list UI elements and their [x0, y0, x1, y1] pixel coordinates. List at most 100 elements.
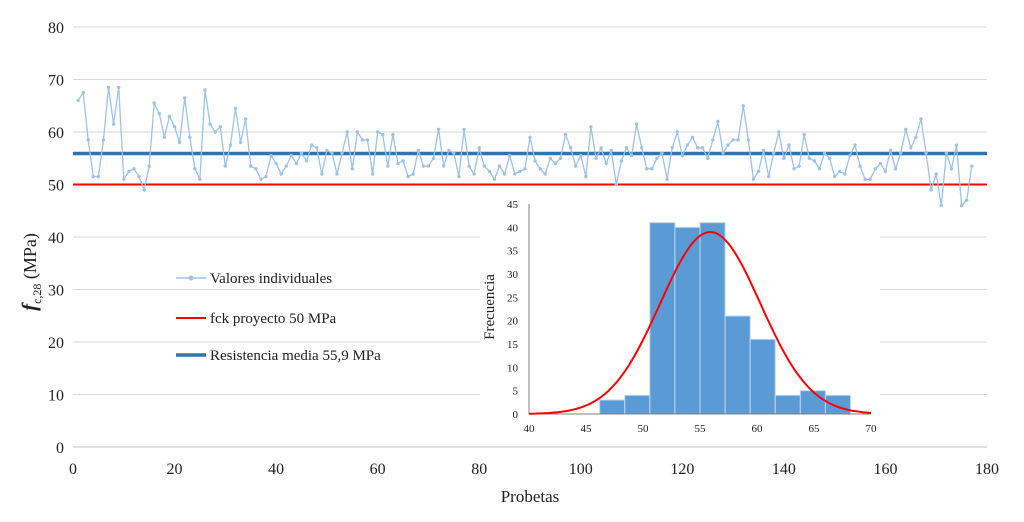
data-point — [193, 167, 197, 171]
data-point — [660, 151, 664, 155]
data-point — [233, 106, 238, 111]
data-point — [711, 138, 715, 142]
histogram-bar — [699, 222, 726, 415]
histogram-y-tick-label: 15 — [507, 339, 519, 351]
histogram-x-tick-label: 40 — [524, 423, 536, 435]
y-tick-label: 80 — [48, 20, 64, 37]
data-point — [299, 151, 304, 155]
data-point — [147, 164, 151, 168]
main-series — [73, 85, 987, 208]
data-point — [177, 140, 182, 145]
data-point — [640, 146, 644, 150]
data-point — [827, 156, 832, 160]
histogram-x-tick-label: 55 — [695, 423, 707, 435]
data-point — [254, 167, 258, 171]
data-point — [426, 164, 431, 168]
data-point — [563, 132, 568, 137]
histogram-x-tick-label: 60 — [752, 423, 764, 435]
histogram-y-tick-label: 20 — [507, 316, 519, 328]
data-point — [690, 135, 695, 139]
data-point — [721, 151, 725, 155]
histogram-x-tick-label: 65 — [809, 423, 821, 435]
data-point — [330, 151, 334, 155]
data-point — [838, 169, 842, 174]
data-point — [858, 164, 862, 168]
data-point — [482, 164, 486, 168]
legend-marker-individual — [188, 275, 194, 281]
data-point — [756, 169, 761, 174]
data-point — [345, 130, 349, 134]
data-point — [919, 117, 923, 121]
x-tick-label: 180 — [975, 461, 999, 478]
data-point — [457, 174, 461, 179]
histogram-y-tick-label: 5 — [513, 386, 519, 398]
histogram-y-tick-label: 35 — [507, 246, 519, 258]
data-point — [959, 203, 964, 208]
data-point — [396, 161, 400, 166]
data-point — [614, 182, 618, 187]
data-point — [787, 143, 791, 147]
data-point — [360, 138, 365, 142]
normal-curve — [529, 230, 872, 415]
data-point — [868, 177, 872, 181]
data-point — [238, 140, 243, 145]
data-point — [893, 167, 898, 171]
data-point — [381, 132, 385, 137]
data-point — [767, 174, 771, 179]
data-point — [416, 148, 420, 153]
data-point — [807, 156, 811, 160]
data-point — [243, 117, 248, 121]
data-point — [934, 172, 938, 176]
data-point — [167, 114, 172, 119]
histogram-bar — [624, 394, 651, 415]
data-point — [96, 174, 101, 179]
data-point — [843, 172, 847, 176]
data-point — [777, 130, 781, 134]
data-point — [833, 174, 837, 179]
histogram-bar — [774, 394, 801, 415]
data-point — [528, 135, 532, 139]
y-tick-label: 10 — [48, 388, 64, 405]
x-tick-label: 140 — [772, 461, 796, 478]
data-point — [376, 130, 380, 134]
histogram-y-tick-label: 40 — [507, 222, 519, 234]
y-tick-label: 0 — [56, 440, 64, 457]
histogram-x-tick-label: 45 — [581, 423, 593, 435]
histogram-x-tick-label: 70 — [866, 423, 878, 435]
data-point — [650, 167, 654, 171]
data-point — [370, 172, 375, 176]
histogram-y-tick-label: 0 — [513, 409, 519, 421]
data-point — [508, 153, 512, 158]
data-point — [883, 169, 888, 174]
data-point — [198, 177, 202, 181]
data-point — [452, 151, 456, 155]
data-point — [152, 101, 156, 105]
data-point — [86, 138, 90, 142]
data-point — [629, 153, 634, 158]
data-point — [599, 146, 603, 150]
data-point — [477, 146, 481, 150]
data-point — [797, 164, 801, 168]
data-point — [406, 174, 410, 179]
data-point — [746, 138, 750, 142]
data-point — [264, 174, 268, 179]
histogram-y-tick-label: 10 — [507, 362, 519, 374]
data-point — [944, 151, 949, 155]
data-point — [274, 161, 278, 166]
data-point — [365, 138, 370, 142]
data-point — [279, 172, 283, 176]
data-point — [335, 172, 339, 176]
data-point — [579, 153, 583, 158]
x-tick-label: 40 — [268, 461, 284, 478]
data-point — [548, 156, 552, 160]
legend-label: fck proyecto 50 MPa — [210, 311, 337, 327]
data-point — [284, 164, 288, 168]
data-point — [518, 169, 522, 174]
data-point — [101, 138, 106, 142]
data-point — [914, 135, 918, 139]
data-point — [675, 130, 679, 134]
data-point — [751, 177, 756, 181]
data-point — [533, 159, 537, 163]
x-axis-label: Probetas — [501, 487, 560, 506]
